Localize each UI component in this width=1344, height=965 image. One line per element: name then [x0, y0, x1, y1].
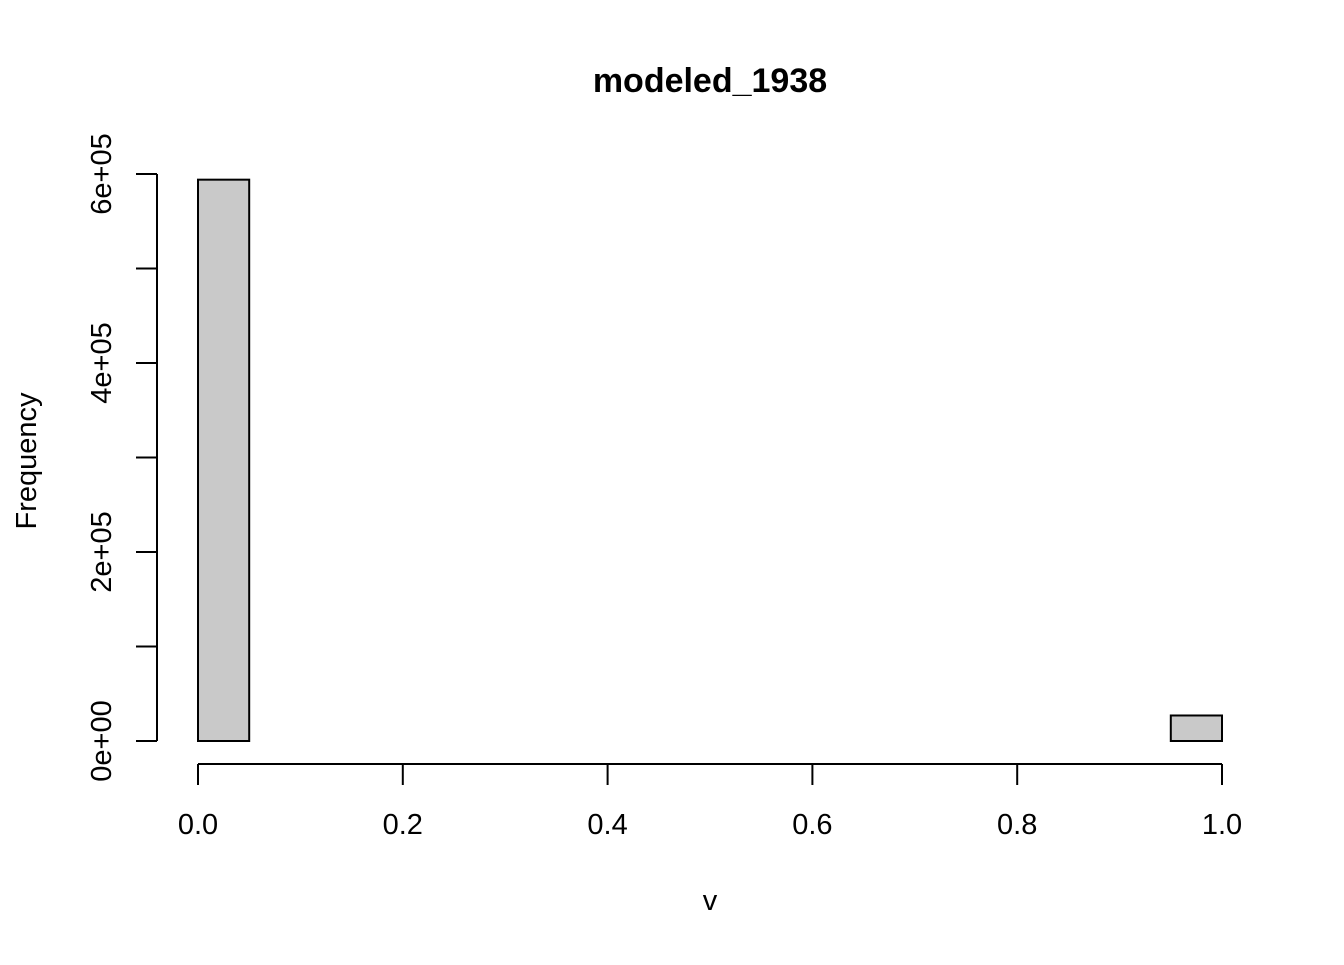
- chart-title: modeled_1938: [593, 62, 827, 100]
- y-tick-label: 2e+05: [86, 511, 118, 592]
- x-tick-label: 1.0: [1202, 809, 1242, 841]
- x-tick-label: 0.8: [997, 809, 1037, 841]
- bars-group: [197, 178, 1224, 743]
- y-tick-label: 0e+00: [86, 700, 118, 781]
- y-tick-label: 6e+05: [86, 133, 118, 214]
- x-axis: 0.0 0.2 0.4 0.6 0.8 1.0: [178, 763, 1242, 841]
- y-axis-label: Frequency: [11, 392, 43, 530]
- histogram-bar: [1169, 714, 1224, 742]
- y-tick-label: 4e+05: [86, 322, 118, 403]
- y-axis: 0e+00 2e+05 4e+05 6e+05: [86, 133, 158, 782]
- x-tick-label: 0.4: [587, 809, 627, 841]
- histogram-bar: [197, 178, 251, 743]
- x-tick-label: 0.6: [792, 809, 832, 841]
- x-tick-label: 0.2: [383, 809, 423, 841]
- x-axis-label: v: [703, 885, 718, 917]
- x-tick-label: 0.0: [178, 809, 218, 841]
